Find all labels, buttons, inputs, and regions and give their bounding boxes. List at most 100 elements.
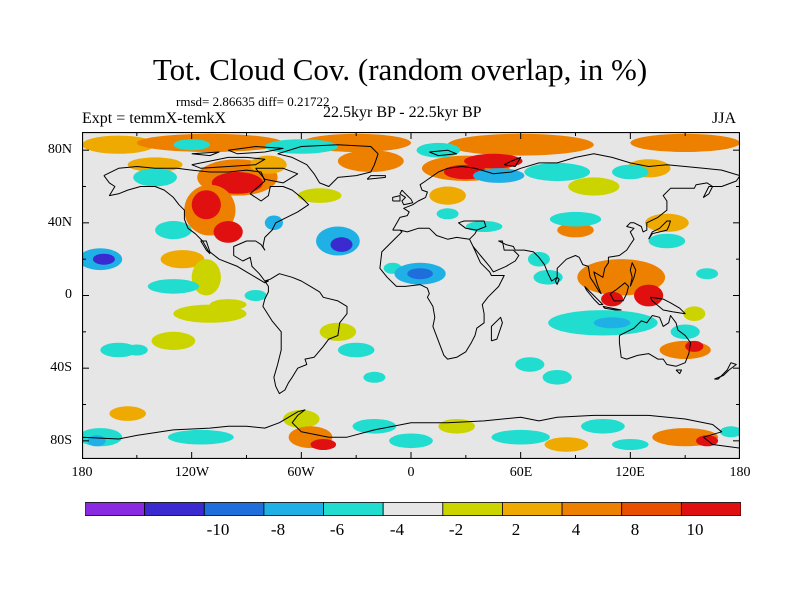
anomaly-region <box>465 221 503 232</box>
anomaly-region <box>147 279 199 294</box>
anomaly-region <box>670 324 700 340</box>
colorbar-swatch <box>85 502 146 516</box>
lat-tick-label: 40S <box>50 360 72 375</box>
map-frame <box>82 132 740 459</box>
anomaly-region <box>527 251 550 267</box>
coastline <box>629 262 637 287</box>
colorbar-swatch <box>502 502 563 516</box>
anomaly-region <box>167 429 234 445</box>
anomaly-region <box>151 331 196 350</box>
coastline <box>191 156 266 169</box>
period-label: 22.5kyr BP - 22.5kyr BP <box>323 104 482 121</box>
anomaly-region <box>363 371 386 383</box>
coastline <box>228 146 284 155</box>
lon-tick-label: 180 <box>71 465 93 480</box>
coastline <box>602 305 622 311</box>
coastline <box>429 149 458 157</box>
anomaly-region <box>581 419 625 434</box>
lat-tick-label: 80S <box>50 433 72 448</box>
colorbar-swatch <box>203 502 265 516</box>
anomaly-region <box>568 177 620 196</box>
anomaly-region <box>310 439 337 450</box>
season-label: JJA <box>712 110 737 127</box>
anomaly-region <box>337 150 404 172</box>
colorbar-swatch <box>263 502 324 516</box>
colorbar-swatch <box>561 502 623 516</box>
colorbar-swatch <box>323 502 384 516</box>
coastline <box>82 409 740 449</box>
coastline <box>379 227 505 360</box>
anomaly-region <box>191 259 221 296</box>
anomaly-region <box>82 135 156 154</box>
anomaly-region <box>297 188 342 203</box>
anomaly-region <box>250 155 287 174</box>
coastline <box>191 151 220 157</box>
anomaly-region <box>133 168 177 187</box>
colorbar-label: -10 <box>206 520 230 539</box>
anomaly-region <box>213 221 243 243</box>
colorbar-swatch <box>144 502 205 516</box>
lon-tick-label: 120W <box>174 465 210 480</box>
experiment-label: Expt = temmX-temkX <box>82 110 227 127</box>
anomaly-region <box>407 268 433 280</box>
coastline <box>609 282 629 302</box>
coastline <box>277 144 379 187</box>
lon-tick-label: 0 <box>407 465 415 480</box>
anomaly-region <box>612 164 649 180</box>
colorbar-label: 8 <box>630 520 640 539</box>
anomaly-region <box>330 237 353 252</box>
colorbar-swatch <box>442 502 503 516</box>
anomaly-region <box>601 291 624 307</box>
lon-tick-label: 120E <box>615 465 645 480</box>
anomaly-region <box>542 370 572 385</box>
anomaly-region <box>244 290 267 301</box>
lon-tick-label: 180 <box>729 465 751 480</box>
lon-tick-label: 60W <box>287 465 315 480</box>
coastline <box>262 273 348 395</box>
colorbar-label: 4 <box>571 520 581 539</box>
anomaly-region <box>125 344 148 356</box>
coastline <box>618 315 692 367</box>
anomaly-region <box>319 322 357 341</box>
anomaly-region <box>160 250 205 269</box>
coastline <box>584 286 604 306</box>
coastline <box>714 362 737 380</box>
anomaly-region <box>92 253 115 265</box>
anomaly-region <box>630 133 740 152</box>
colorbar-label: -2 <box>448 520 464 539</box>
colorbar-swatch <box>680 502 741 516</box>
anomaly-region <box>464 153 523 169</box>
colorbar <box>85 502 741 516</box>
anomaly-region <box>109 406 146 421</box>
coastline <box>392 153 740 231</box>
colorbar-label: 10 <box>686 520 704 539</box>
anomaly-region <box>685 340 704 352</box>
anomaly-region <box>389 433 433 449</box>
coastline <box>458 220 487 240</box>
anomaly-region <box>191 190 221 220</box>
coastline <box>366 175 386 180</box>
colorbar-swatch <box>621 502 682 516</box>
anomaly-region <box>557 222 594 238</box>
colorbar-label: -4 <box>389 520 405 539</box>
stats-label: rmsd= 2.86635 diff= 0.21722 <box>176 94 330 109</box>
anomaly-region <box>683 306 706 321</box>
anomaly-region <box>87 435 106 447</box>
coastline <box>648 220 671 240</box>
anomaly-region <box>549 211 602 227</box>
anomaly-region <box>136 133 283 152</box>
coastline <box>103 166 310 284</box>
coastline <box>472 175 740 295</box>
anomaly-region <box>337 342 375 358</box>
anomaly-region <box>447 133 594 156</box>
anomaly-region <box>264 215 283 231</box>
anomaly-region <box>283 409 320 429</box>
anomaly-region <box>211 172 263 194</box>
anomaly-region <box>429 186 466 205</box>
coastline <box>490 316 503 342</box>
lat-tick-label: 0 <box>65 287 72 302</box>
anomaly-region <box>524 162 591 182</box>
coastline <box>649 296 686 315</box>
lat-tick-label: 40N <box>47 215 72 230</box>
colorbar-label: -6 <box>329 520 345 539</box>
